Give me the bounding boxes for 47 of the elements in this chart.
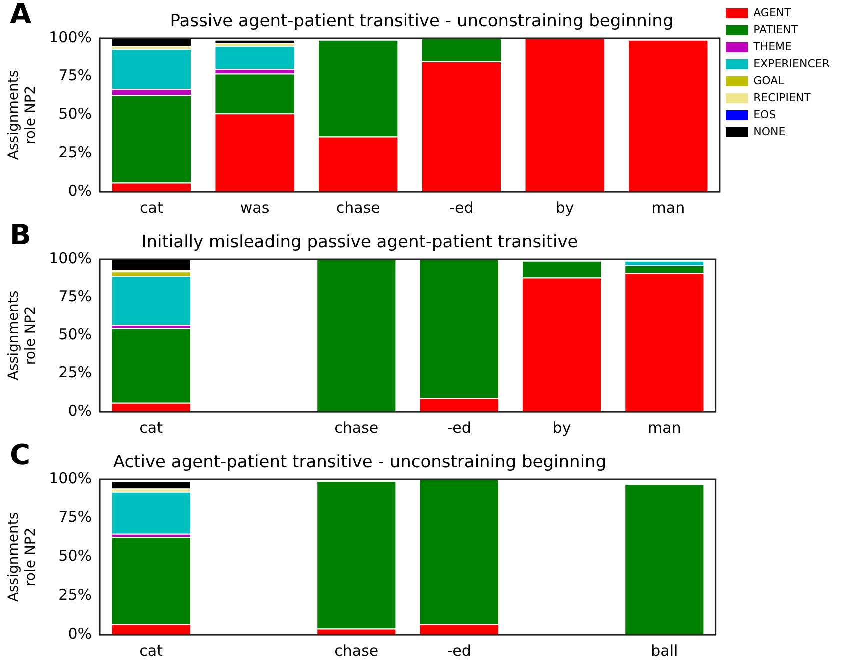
legend-label: NONE	[754, 125, 786, 138]
y-tick-label: 100%	[49, 28, 92, 46]
x-tick-label: cat	[140, 642, 164, 660]
y-tick-label: 50%	[58, 105, 92, 124]
x-tick-label: chase	[334, 418, 379, 437]
y-tick-label: 25%	[58, 586, 92, 604]
x-tick-label: -ed	[447, 418, 472, 437]
y-tick-label: 75%	[58, 66, 92, 85]
legend-label: AGENT	[754, 6, 792, 20]
y-tick-label: 75%	[58, 287, 92, 306]
x-tick-label: cat	[140, 418, 164, 437]
y-tick-label: 0%	[68, 182, 92, 200]
x-tick-label: by	[556, 198, 574, 217]
y-tick-label: 25%	[58, 364, 92, 382]
y-tick-label: 25%	[58, 143, 92, 162]
x-tick-label: by	[552, 418, 572, 437]
y-tick-label: 0%	[68, 624, 92, 643]
legend-label: GOAL	[754, 74, 786, 88]
y-tick-label: 100%	[49, 469, 92, 488]
x-tick-label: man	[648, 418, 682, 437]
x-tick-label: chase	[334, 642, 379, 660]
x-tick-label: chase	[336, 198, 380, 217]
x-tick-label: ball	[651, 642, 678, 660]
y-axis-title: Assignments role NP2	[6, 70, 39, 160]
y-axis-title: Assignments role NP2	[6, 290, 39, 381]
x-tick-label: was	[240, 198, 270, 217]
y-tick-label: 50%	[58, 547, 92, 566]
y-axis-title: Assignments role NP2	[6, 512, 39, 602]
x-tick-label: man	[652, 198, 686, 217]
chart-title: Passive agent-patient transitive - unconstraining beginning	[170, 12, 674, 32]
legend-label: EOS	[754, 108, 776, 122]
y-tick-label: 75%	[58, 508, 92, 526]
y-tick-label: 100%	[49, 249, 92, 268]
legend-label: RECIPIENT	[754, 91, 812, 104]
x-tick-label: -ed	[447, 642, 472, 660]
y-tick-label: 0%	[68, 402, 92, 420]
chart-title: Active agent-patient transitive - unconstraining beginning	[113, 452, 607, 473]
chart-title: Initially misleading passive agent-patient transitive	[142, 232, 578, 253]
text: A	[10, 0, 32, 30]
legend-label: EXPERIENCER	[754, 57, 830, 70]
y-tick-label: 50%	[58, 326, 92, 344]
x-tick-label: -ed	[450, 198, 474, 217]
text: B	[10, 218, 32, 252]
legend-label: PATIENT	[754, 23, 798, 36]
legend-label: THEME	[752, 40, 792, 54]
x-tick-label: cat	[140, 198, 164, 217]
text: C	[10, 438, 31, 472]
